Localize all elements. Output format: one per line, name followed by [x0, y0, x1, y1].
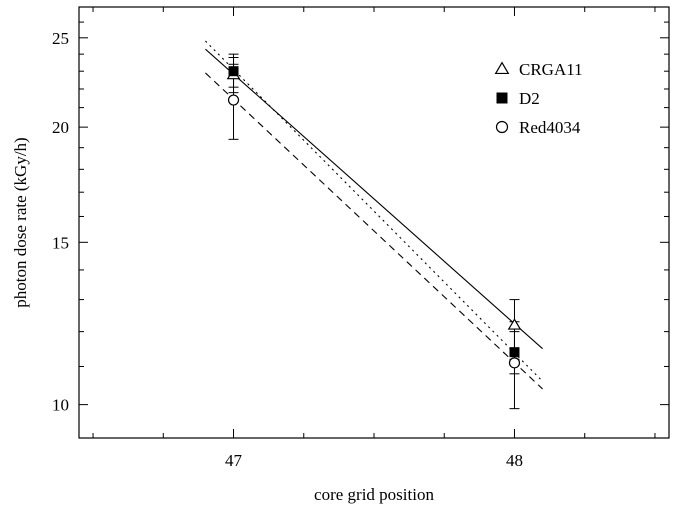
point-d2 [509, 347, 520, 358]
x-axis-title: core grid position [314, 485, 434, 504]
legend: CRGA11 D2 Red4034 [494, 60, 583, 137]
y-tick-label: 15 [52, 233, 69, 252]
x-tick-label: 48 [506, 451, 523, 470]
y-axis-title: photon dose rate (kGy/h) [11, 137, 30, 307]
y-tick-label: 25 [52, 29, 69, 48]
legend-label-red4034: Red4034 [519, 118, 581, 137]
fit-line-crga11 [205, 48, 543, 350]
fit-line-d2 [205, 40, 543, 382]
point-red4034 [508, 357, 521, 369]
legend-marker-crga11 [494, 61, 510, 75]
point-crga11 [507, 318, 522, 330]
legend-marker-d2 [496, 92, 508, 104]
fit-line-red4034 [205, 72, 543, 390]
legend-label-d2: D2 [519, 89, 540, 108]
point-d2 [228, 66, 239, 77]
y-tick-label: 10 [52, 396, 69, 415]
x-tick-label: 47 [225, 451, 243, 470]
y-tick-label: 20 [52, 118, 69, 137]
point-red4034 [227, 94, 240, 106]
legend-label-crga11: CRGA11 [519, 60, 583, 79]
legend-marker-red4034 [495, 120, 509, 134]
